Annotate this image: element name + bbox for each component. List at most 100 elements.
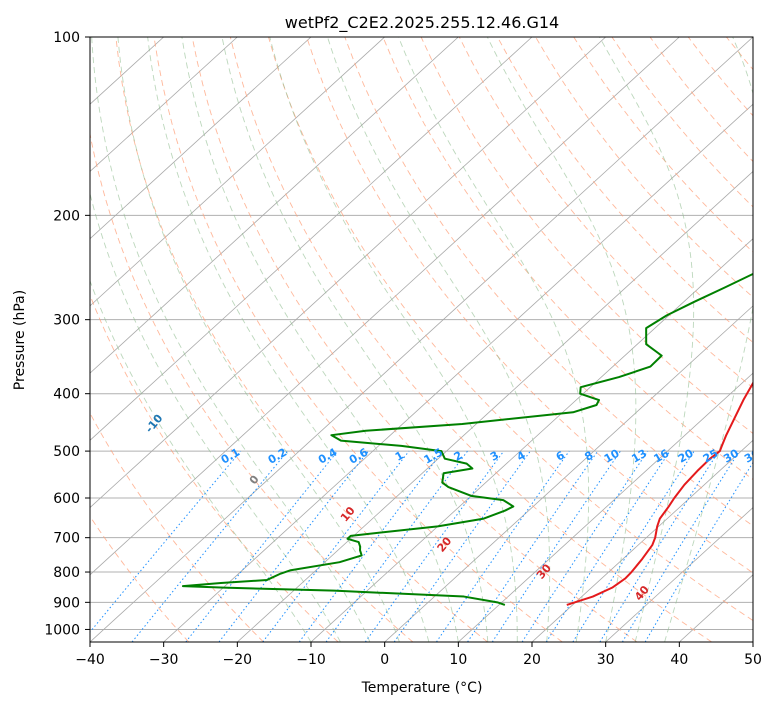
mixing-ratio-line	[393, 450, 531, 642]
x-tick-label: −20	[223, 652, 253, 668]
temperature-profile-line	[566, 381, 753, 606]
y-tick-label: 200	[53, 208, 80, 224]
isotherm-line	[163, 103, 753, 642]
x-tick-label: −30	[149, 652, 179, 668]
moist-adiabat	[181, 37, 459, 642]
mixing-ratio-line	[262, 450, 410, 642]
moist-adiabat	[664, 37, 753, 642]
line-labels: 0.10.20.40.611.52346810131620253036-100-…	[90, 381, 762, 603]
dry-adiabat	[90, 131, 414, 642]
y-tick-label: 800	[53, 565, 80, 581]
dry-adiabat	[687, 37, 753, 117]
y-tick-label: 700	[53, 531, 80, 547]
mixing-ratio-label: 13	[629, 447, 649, 466]
dry-adiabat	[726, 37, 753, 71]
dry-adiabat	[497, 37, 753, 344]
mixing-ratio-line	[131, 450, 288, 642]
mixing-ratio-line	[298, 450, 444, 642]
y-tick-label: 500	[53, 444, 80, 460]
mixing-ratio-line	[467, 450, 599, 642]
isotherm-line	[237, 170, 753, 642]
y-tick-label: 600	[53, 491, 80, 507]
moist-adiabat	[91, 37, 371, 642]
x-axis-label: Temperature (°C)	[361, 680, 483, 696]
mixing-ratio-label: 0.6	[347, 446, 371, 467]
moist-adiabat	[147, 37, 430, 642]
mixing-ratio-line	[621, 450, 740, 642]
mixing-ratio-line	[545, 450, 671, 642]
isotherm-line	[90, 37, 385, 307]
dry-adiabat	[306, 37, 753, 574]
plot-frame	[89, 36, 754, 643]
x-axis-ticks: −40 −30 −20 −10 0 10 20 30 40 50	[75, 642, 762, 668]
mixing-ratio-lines	[90, 450, 753, 642]
moist-adiabat	[90, 279, 312, 642]
isotherm-grid	[90, 37, 753, 642]
y-tick-label: 400	[53, 387, 80, 403]
x-tick-label: −10	[296, 652, 326, 668]
dry-adiabat-label: 0	[247, 473, 262, 487]
mixing-ratio-label: 0.4	[316, 445, 340, 466]
dry-adiabat	[153, 37, 563, 642]
moist-adiabat	[398, 37, 590, 642]
moist-adiabat	[90, 192, 341, 642]
mixing-ratio-line	[185, 450, 338, 642]
mixing-ratio-label: 36	[742, 447, 762, 466]
plot-area: 0.10.20.40.611.52346810131620253036-100-…	[90, 37, 775, 642]
dry-adiabat	[573, 37, 753, 253]
mixing-ratio-label: 0.1	[219, 446, 242, 467]
isotherm-line	[310, 238, 753, 642]
dry-adiabat	[765, 37, 775, 642]
chart-title: wetPf2_C2E2.2025.255.12.46.G14	[285, 13, 559, 33]
y-tick-label: 900	[53, 595, 80, 611]
mixing-ratio-label: 10	[602, 447, 622, 466]
dry-adiabat-label: 40	[632, 583, 652, 603]
mixing-ratio-line	[325, 450, 468, 642]
isotherm-line	[531, 439, 753, 642]
moist-adiabat	[599, 37, 695, 642]
isobar-grid	[90, 37, 753, 630]
dry-adiabat	[535, 37, 753, 298]
dry-adiabat	[268, 37, 753, 622]
y-tick-label: 300	[53, 313, 80, 329]
dry-adiabat	[115, 37, 488, 642]
x-tick-label: 20	[523, 652, 541, 668]
moist-adiabat	[117, 37, 400, 642]
mixing-ratio-line	[364, 450, 505, 642]
moist-adiabats	[90, 37, 753, 642]
dry-adiabat	[191, 37, 638, 642]
mixing-ratio-label: 30	[721, 447, 741, 466]
dry-adiabat-label: -10	[143, 412, 166, 436]
isotherm-line	[90, 37, 312, 240]
x-tick-label: 50	[744, 652, 762, 668]
moist-adiabat	[269, 37, 518, 642]
isotherm-line	[90, 37, 238, 172]
dewpoint-profile-line	[181, 272, 753, 606]
dry-adiabat	[611, 37, 753, 208]
dry-adiabat	[229, 37, 712, 642]
mixing-ratio-line	[90, 450, 242, 633]
isotherm-line	[90, 37, 753, 642]
y-tick-label: 100	[53, 30, 80, 46]
isotherm-line	[90, 37, 533, 441]
mixing-ratio-line	[599, 450, 720, 642]
x-tick-label: 40	[670, 652, 688, 668]
dry-adiabat	[90, 412, 264, 642]
mixing-ratio-line	[218, 450, 369, 642]
profile-lines	[181, 272, 753, 606]
mixing-ratio-line	[572, 450, 695, 642]
x-tick-label: 0	[380, 652, 389, 668]
mixing-ratio-line	[521, 450, 649, 642]
isotherm-line	[605, 507, 753, 642]
dry-adiabat	[649, 37, 753, 163]
dry-adiabat-label: 30	[534, 561, 554, 581]
y-axis-label: Pressure (hPa)	[12, 290, 28, 390]
isotherm-line	[384, 305, 753, 642]
mixing-ratio-label: 25	[701, 447, 721, 466]
isotherm-line	[90, 37, 459, 374]
dry-adiabat	[420, 37, 753, 435]
isotherm-line	[458, 372, 753, 642]
dry-adiabat	[344, 37, 753, 527]
